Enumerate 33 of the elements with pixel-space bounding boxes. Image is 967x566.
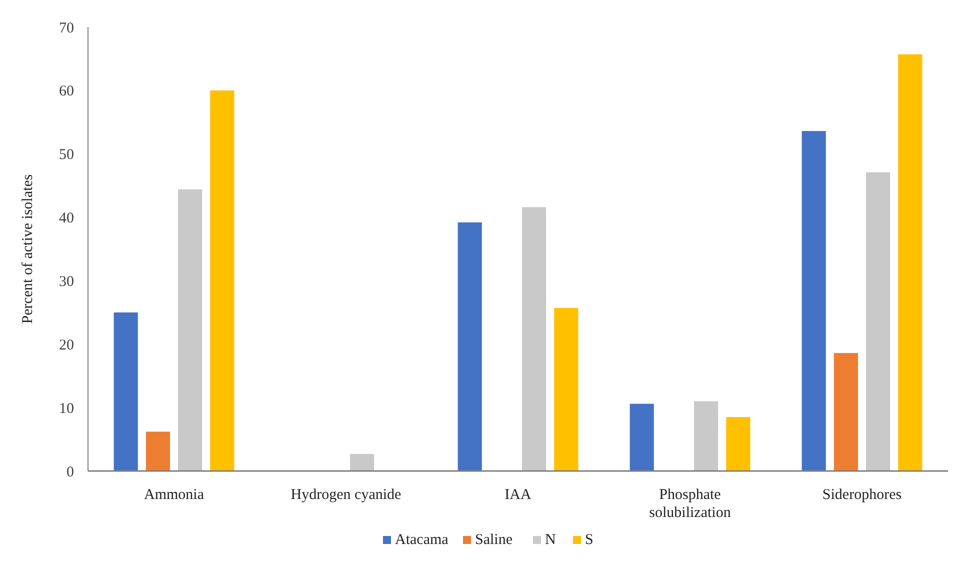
y-axis-title: Percent of active isolates — [20, 174, 36, 324]
bar — [522, 207, 546, 471]
bar — [146, 432, 170, 471]
bar — [866, 172, 890, 471]
bar — [694, 401, 718, 471]
y-tick-label: 30 — [59, 274, 74, 290]
y-tick-label: 20 — [59, 337, 74, 354]
bar — [210, 90, 234, 471]
y-tick-label: 40 — [59, 210, 74, 227]
y-tick-label: 0 — [66, 464, 74, 480]
bar — [834, 353, 858, 471]
bar — [898, 54, 922, 471]
legend-label: Saline — [475, 532, 513, 548]
bar — [114, 312, 138, 471]
x-tick-label: Siderophores — [822, 487, 902, 503]
bar — [802, 131, 826, 471]
x-tick-label: Ammonia — [144, 487, 204, 503]
bar — [726, 417, 750, 471]
y-tick-label: 10 — [59, 400, 74, 417]
bar — [554, 308, 578, 471]
x-tick-label: IAA — [504, 487, 532, 503]
bar — [178, 189, 202, 471]
bar — [458, 222, 482, 471]
bar — [630, 404, 654, 471]
x-tick-label: Phosphate solubilization — [649, 487, 732, 521]
legend-label: S — [585, 532, 594, 548]
legend-label: Atacama — [395, 532, 449, 548]
y-tick-label: 70 — [59, 20, 74, 36]
bar — [350, 454, 374, 471]
y-tick-label: 50 — [59, 147, 74, 164]
y-tick-label: 60 — [59, 84, 74, 100]
legend-label: N — [545, 532, 556, 548]
x-tick-label: Hydrogen cyanide — [290, 487, 402, 503]
